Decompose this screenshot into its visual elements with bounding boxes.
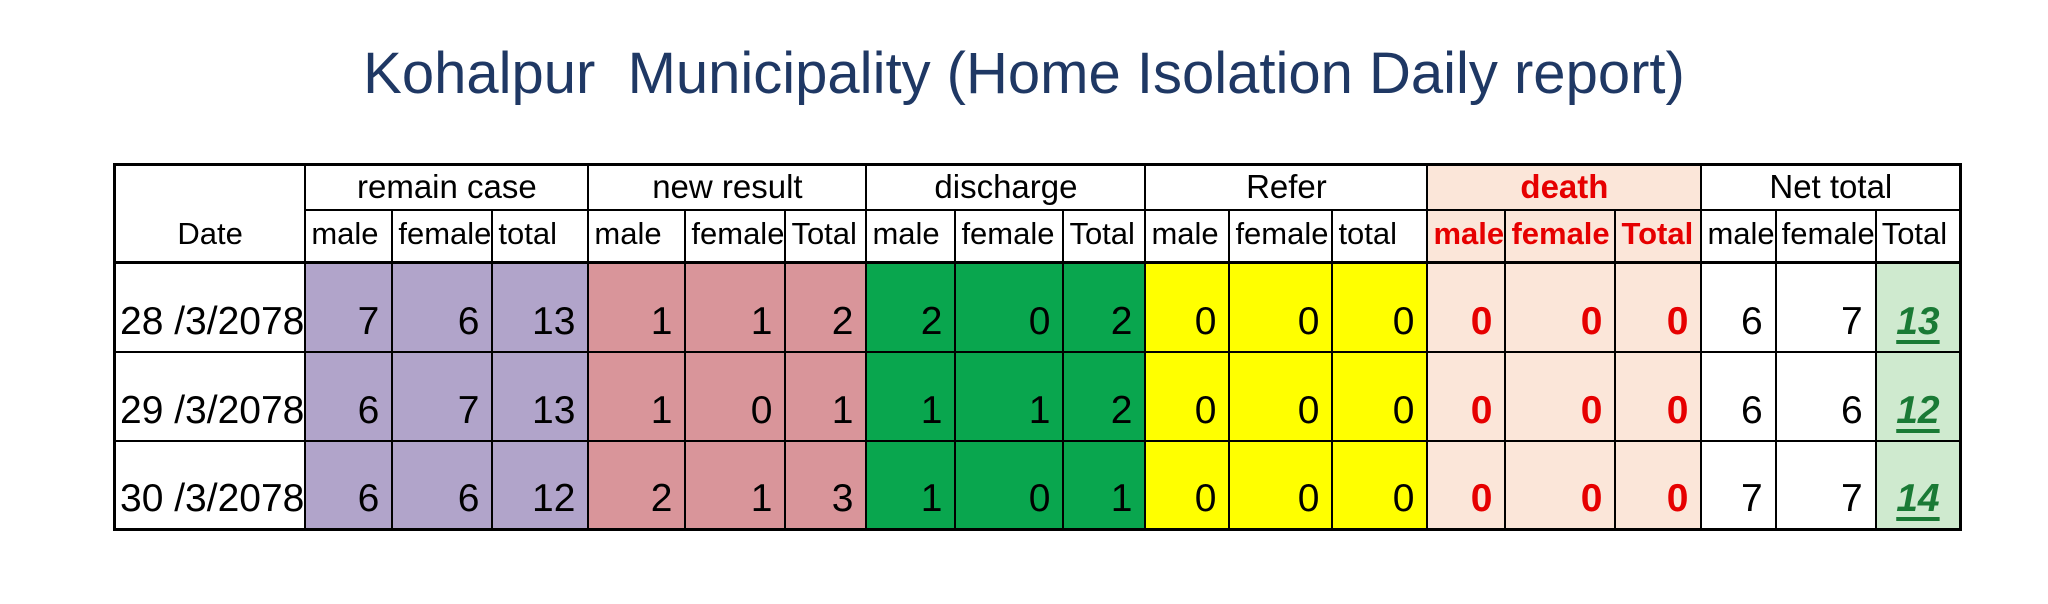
subheader-remain-female: female (391, 208, 494, 264)
cell-refer-total: 0 (1331, 261, 1429, 353)
cell-death-total: 0 (1614, 350, 1703, 442)
table-row: 30 /3/2078 6 6 12 2 1 3 1 0 1 0 0 0 0 0 … (113, 439, 1962, 531)
cell-net-total-total: 13 (1874, 261, 1962, 353)
cell-new-result-total: 1 (784, 350, 868, 442)
cell-death-total: 0 (1614, 439, 1703, 531)
cell-new-result-total: 3 (784, 439, 868, 531)
cell-death-female: 0 (1504, 439, 1617, 531)
cell-death-male: 0 (1426, 261, 1507, 353)
cell-net-total-male: 7 (1700, 439, 1777, 531)
cell-discharge-female: 1 (954, 350, 1065, 442)
cell-death-male: 0 (1426, 439, 1507, 531)
cell-net-total-total: 14 (1874, 439, 1962, 531)
subheader-remain-total: total (491, 208, 590, 264)
cell-discharge-male: 1 (865, 350, 957, 442)
group-header-net-total: Net total (1700, 163, 1962, 211)
group-header-refer: Refer (1144, 163, 1429, 211)
cell-remain-total: 12 (491, 439, 590, 531)
column-header-date: Date (113, 163, 307, 264)
subheader-net-total-total: Total (1874, 208, 1962, 264)
cell-new-result-female: 0 (684, 350, 787, 442)
cell-remain-female: 6 (391, 439, 494, 531)
table-row: 29 /3/2078 6 7 13 1 0 1 1 1 2 0 0 0 0 0 … (113, 350, 1962, 442)
cell-remain-female: 6 (391, 261, 494, 353)
cell-new-result-total: 2 (784, 261, 868, 353)
table-row: 28 /3/2078 7 6 13 1 1 2 2 0 2 0 0 0 0 0 … (113, 261, 1962, 353)
cell-refer-male: 0 (1144, 350, 1231, 442)
cell-new-result-female: 1 (684, 439, 787, 531)
cell-net-total-female: 6 (1774, 350, 1877, 442)
date-cell: 28 /3/2078 (113, 261, 307, 353)
subheader-discharge-total: Total (1062, 208, 1147, 264)
subheader-refer-female: female (1228, 208, 1334, 264)
cell-remain-female: 7 (391, 350, 494, 442)
cell-discharge-total: 1 (1062, 439, 1147, 531)
subheader-net-total-male: male (1700, 208, 1777, 264)
cell-net-total-female: 7 (1774, 439, 1877, 531)
cell-discharge-female: 0 (954, 261, 1065, 353)
cell-death-female: 0 (1504, 350, 1617, 442)
group-header-remain-case: remain case (304, 163, 590, 211)
cell-new-result-male: 1 (587, 350, 687, 442)
date-cell: 30 /3/2078 (113, 439, 307, 531)
subheader-discharge-female: female (954, 208, 1065, 264)
daily-report-table: Date remain case new result discharge Re… (113, 163, 1963, 531)
cell-refer-female: 0 (1228, 350, 1334, 442)
group-header-discharge: discharge (865, 163, 1147, 211)
cell-remain-male: 7 (304, 261, 394, 353)
cell-refer-male: 0 (1144, 261, 1231, 353)
subheader-death-female: female (1504, 208, 1617, 264)
group-header-death: death (1426, 163, 1703, 211)
cell-discharge-total: 2 (1062, 350, 1147, 442)
cell-net-total-male: 6 (1700, 261, 1777, 353)
cell-death-total: 0 (1614, 261, 1703, 353)
group-header-new-result: new result (587, 163, 868, 211)
date-cell: 29 /3/2078 (113, 350, 307, 442)
subheader-new-result-total: Total (784, 208, 868, 264)
cell-discharge-total: 2 (1062, 261, 1147, 353)
cell-discharge-male: 2 (865, 261, 957, 353)
subheader-new-result-male: male (587, 208, 687, 264)
subheader-net-total-female: female (1774, 208, 1877, 264)
cell-net-total-female: 7 (1774, 261, 1877, 353)
cell-refer-female: 0 (1228, 439, 1334, 531)
cell-refer-male: 0 (1144, 439, 1231, 531)
subheader-refer-male: male (1144, 208, 1231, 264)
cell-discharge-female: 0 (954, 439, 1065, 531)
subheader-new-result-female: female (684, 208, 787, 264)
cell-new-result-male: 1 (587, 261, 687, 353)
cell-death-male: 0 (1426, 350, 1507, 442)
cell-remain-total: 13 (491, 261, 590, 353)
cell-remain-male: 6 (304, 439, 394, 531)
cell-death-female: 0 (1504, 261, 1617, 353)
cell-new-result-male: 2 (587, 439, 687, 531)
subheader-death-male: male (1426, 208, 1507, 264)
cell-remain-total: 13 (491, 350, 590, 442)
cell-discharge-male: 1 (865, 439, 957, 531)
subheader-discharge-male: male (865, 208, 957, 264)
subheader-remain-male: male (304, 208, 394, 264)
cell-net-total-male: 6 (1700, 350, 1777, 442)
cell-new-result-female: 1 (684, 261, 787, 353)
cell-net-total-total: 12 (1874, 350, 1962, 442)
cell-refer-total: 0 (1331, 439, 1429, 531)
subheader-death-total: Total (1614, 208, 1703, 264)
cell-refer-total: 0 (1331, 350, 1429, 442)
subheader-refer-total: total (1331, 208, 1429, 264)
cell-refer-female: 0 (1228, 261, 1334, 353)
cell-remain-male: 6 (304, 350, 394, 442)
report-title: Kohalpur Municipality (Home Isolation Da… (363, 41, 1685, 106)
